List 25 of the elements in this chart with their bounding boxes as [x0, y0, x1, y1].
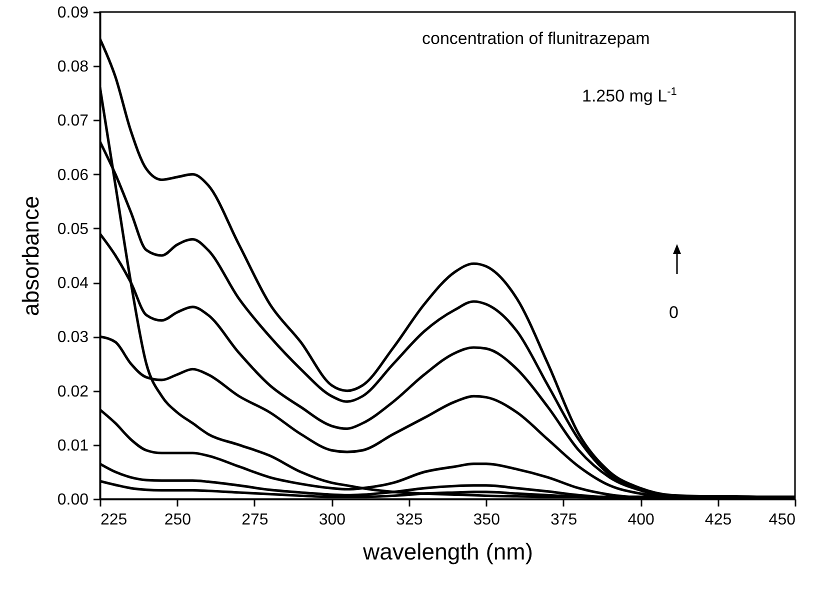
y-tick-label: 0.03 — [57, 329, 89, 346]
x-tick-label: 350 — [473, 512, 500, 528]
x-tick-label: 275 — [242, 512, 268, 528]
y-tick-label: 0.00 — [57, 492, 89, 508]
y-tick-label: 0.09 — [57, 4, 89, 22]
y-axis-title: absorbance — [17, 196, 44, 316]
x-tick-label: 400 — [628, 512, 654, 528]
y-tick-label: 0.08 — [57, 58, 89, 76]
y-tick-label: 0.01 — [57, 437, 89, 454]
annotation: concentration of flunitrazepam — [422, 29, 650, 49]
x-tick-label: 250 — [164, 512, 192, 528]
x-tick-label: 425 — [704, 512, 732, 528]
x-axis-title: wavelength (nm) — [362, 538, 534, 564]
y-tick-label: 0.06 — [57, 166, 89, 184]
x-tick-label: 325 — [396, 512, 423, 528]
x-tick-label: 375 — [550, 512, 578, 528]
annotation: 0 — [669, 303, 678, 323]
y-tick-label: 0.07 — [57, 112, 89, 130]
x-tick-label: 300 — [318, 512, 346, 528]
x-tick-label: 450 — [768, 512, 796, 528]
y-tick-label: 0.04 — [57, 275, 89, 292]
y-tick-label: 0.05 — [57, 220, 89, 238]
y-tick-label: 0.02 — [57, 383, 89, 400]
annotation: 1.250 mg L$^{-1}$ — [582, 86, 677, 107]
x-tick-label: 225 — [100, 512, 128, 528]
